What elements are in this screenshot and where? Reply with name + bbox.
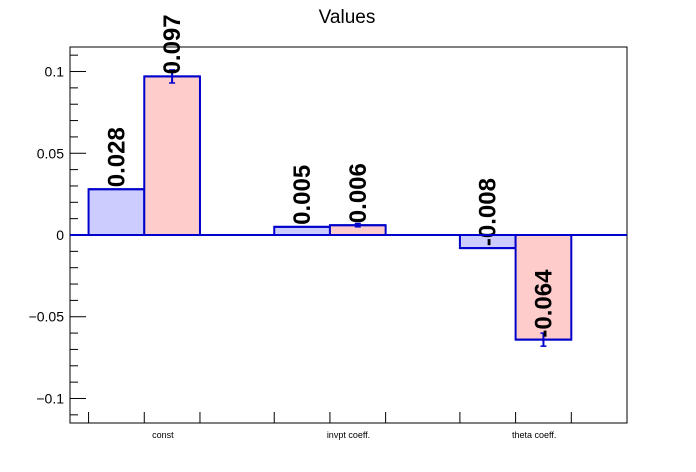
y-tick-label: 0.05 <box>37 145 64 161</box>
y-tick-label: 0 <box>56 227 64 243</box>
x-tick-label: invpt coeff. <box>327 430 370 440</box>
data-label: 0.028 <box>103 127 130 187</box>
bar-s1-1 <box>273 225 331 236</box>
x-tick-label: theta coeff. <box>512 430 556 440</box>
data-label: 0.006 <box>345 163 372 223</box>
data-label: 0.005 <box>289 165 316 225</box>
chart-marks: −0.1 −0.05 0 0.05 0.1 const invpt coeff. theta … <box>29 14 627 440</box>
data-label: -0.064 <box>530 269 557 338</box>
bar-s2-0 <box>143 75 201 236</box>
y-tick-label: −0.1 <box>36 390 64 406</box>
y-tick-label: 0.1 <box>45 64 65 80</box>
y-tick-label: −0.05 <box>29 309 65 325</box>
bar-s1-0 <box>87 188 146 237</box>
data-label: 0.097 <box>159 14 186 74</box>
x-tick-label: const <box>152 430 174 440</box>
chart-title: Values <box>319 7 376 28</box>
